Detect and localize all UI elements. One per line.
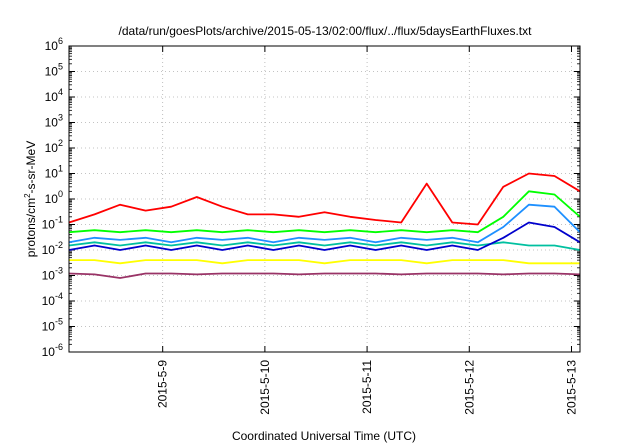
y-axis-label: protons/cm2-s-sr-MeV (23, 141, 38, 257)
y-axis: 10-610-510-410-310-210-11001011021031041… (42, 36, 580, 359)
y-tick-label: 10-3 (42, 266, 63, 283)
y-axis-label-tail: -s-sr-MeV (24, 141, 38, 194)
y-tick-base: 10 (45, 39, 59, 53)
series-line-1 (68, 172, 581, 226)
y-tick-exponent: -4 (55, 291, 63, 301)
y-tick-exponent: 2 (58, 138, 63, 148)
x-tick-label: 2015-5-12 (462, 360, 476, 415)
y-tick-exponent: 1 (58, 164, 63, 174)
y-tick-label: 106 (45, 36, 63, 53)
y-axis-label-main: protons/cm (24, 198, 38, 257)
y-tick-exponent: -6 (55, 342, 63, 352)
y-tick-exponent: 0 (58, 189, 63, 199)
y-tick-label: 10-4 (42, 291, 63, 308)
y-tick-base: 10 (42, 294, 56, 308)
y-axis-label-superscript: 2 (23, 193, 32, 198)
y-tick-label: 100 (45, 189, 63, 206)
series-layer (68, 172, 581, 279)
y-tick-label: 104 (45, 87, 63, 104)
y-tick-label: 102 (45, 138, 63, 155)
y-tick-label: 105 (45, 62, 63, 79)
y-tick-base: 10 (45, 141, 59, 155)
y-tick-exponent: -5 (55, 317, 63, 327)
y-tick-label: 10-5 (42, 317, 63, 334)
y-tick-label: 10-1 (42, 215, 63, 232)
series-line-6 (69, 259, 580, 265)
plot-frame (68, 45, 581, 353)
y-tick-exponent: -3 (55, 266, 63, 276)
y-tick-label: 101 (45, 164, 63, 181)
y-tick-base: 10 (42, 269, 56, 283)
y-tick-base: 10 (42, 345, 56, 359)
y-tick-base: 10 (45, 65, 59, 79)
x-axis: 2015-5-9 2015-5-10 2015-5-11 2015-5-12 2015-… (156, 46, 578, 415)
y-tick-base: 10 (45, 192, 59, 206)
y-tick-label: 103 (45, 113, 63, 130)
series-line-7 (68, 272, 581, 279)
series-line-2 (68, 190, 581, 234)
y-tick-label: 10-2 (42, 240, 63, 257)
y-tick-base: 10 (45, 167, 59, 181)
series-line-4 (68, 241, 581, 251)
y-tick-label: 10-6 (42, 342, 63, 359)
x-axis-label: Coordinated Universal Time (UTC) (232, 429, 416, 443)
series-line-3 (68, 203, 581, 244)
chart-title: /data/run/goesPlots/archive/2015-05-13/0… (119, 24, 533, 38)
y-tick-base: 10 (45, 116, 59, 130)
y-tick-base: 10 (45, 90, 59, 104)
x-tick-label: 2015-5-11 (360, 360, 374, 414)
y-tick-exponent: 4 (58, 87, 63, 97)
y-tick-base: 10 (42, 218, 56, 232)
y-tick-exponent: 6 (58, 36, 63, 46)
x-tick-label: 2015-5-9 (156, 360, 170, 408)
x-tick-label: 2015-5-10 (258, 360, 272, 415)
y-tick-exponent: 5 (58, 62, 63, 72)
y-tick-base: 10 (42, 243, 56, 257)
y-tick-exponent: -2 (55, 240, 63, 250)
y-tick-exponent: -1 (55, 215, 63, 225)
y-tick-exponent: 3 (58, 113, 63, 123)
series-line-5 (68, 221, 581, 251)
grid (69, 46, 580, 352)
x-tick-label: 2015-5-13 (564, 360, 578, 415)
y-tick-base: 10 (42, 320, 56, 334)
